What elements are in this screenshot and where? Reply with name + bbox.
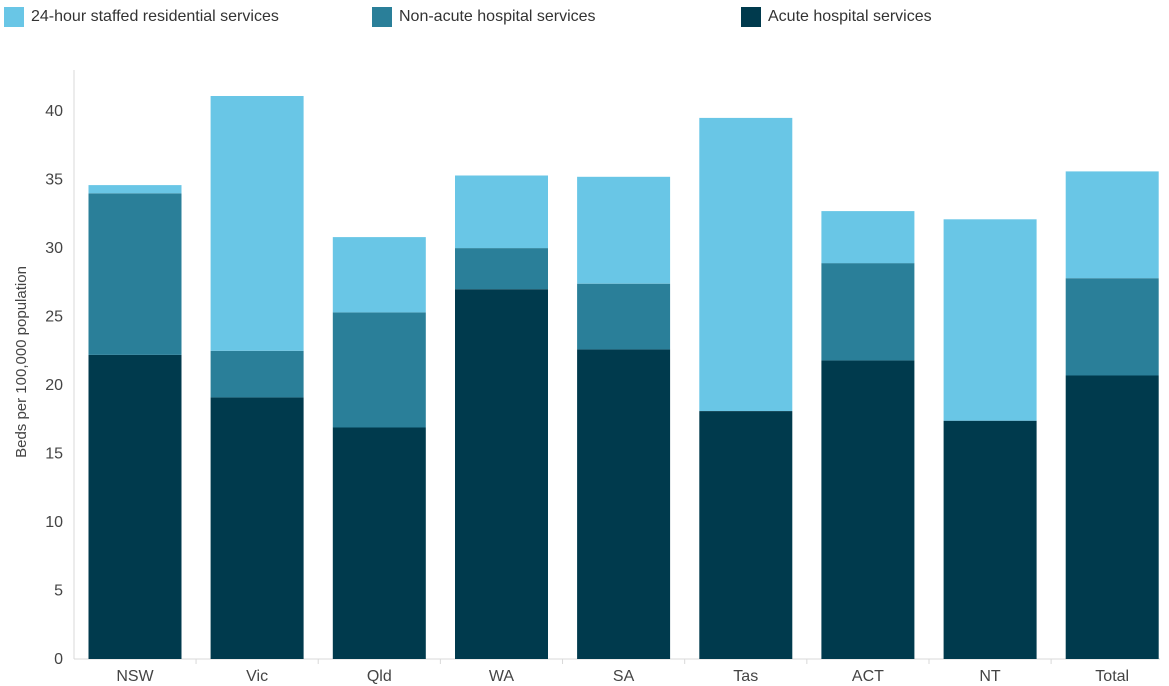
y-tick-label: 40 [45,103,63,120]
y-axis-label: Beds per 100,000 population [13,266,30,458]
legend-item-residential: 24-hour staffed residential services [4,6,279,28]
x-tick-label: NT [979,668,1001,685]
y-tick-label: 25 [45,309,63,326]
x-tick-label: Total [1095,668,1129,685]
bar-segment [210,350,304,398]
legend-label-acute: Acute hospital services [768,8,932,25]
y-tick-label: 15 [45,446,63,463]
legend-item-non-acute: Non-acute hospital services [372,6,596,28]
y-tick-label: 30 [45,240,63,257]
bar-segment [943,420,1037,659]
plot-area: 0 5 10 15 20 25 30 35 40 NSW Vic Qld WA SA Tas ACT NT Tot… [45,70,1160,685]
legend-swatch-acute [741,7,761,27]
bar-segment [943,219,1037,421]
x-tick-label: SA [613,668,635,685]
bar-segment [88,193,182,355]
bar-segment [577,349,671,659]
x-tick-label: Qld [367,668,392,685]
x-tick-label: NSW [116,668,154,685]
bar-segment [455,175,548,249]
y-tick-label: 5 [54,583,63,600]
bar-segment [88,354,182,659]
legend-label-residential: 24-hour staffed residential services [31,8,279,25]
bar-segment [210,397,304,659]
bar-segment [577,176,671,284]
x-tick-label: WA [489,668,515,685]
y-tick-label: 20 [45,377,63,394]
legend-label-non-acute: Non-acute hospital services [399,8,596,25]
legend-swatch-residential [4,7,24,27]
bar-segment [332,312,426,428]
bar-segment [821,263,915,361]
bar-segment [1065,375,1159,659]
x-tick-label: Tas [733,668,758,685]
bar-segment [210,96,304,351]
bar-segment [88,185,182,194]
bar-segment [1065,171,1159,279]
bar-segment [577,283,671,350]
legend-item-acute: Acute hospital services [741,6,932,28]
y-tick-label: 0 [54,651,63,668]
bar-segment [821,211,915,264]
bar-segment [1065,278,1159,376]
bar-segment [332,237,426,313]
y-tick-label: 35 [45,172,63,189]
bar-segment [821,360,915,659]
y-tick-label: 10 [45,514,63,531]
x-tick-label: ACT [852,668,884,685]
legend-swatch-non-acute [372,7,392,27]
bar-segment [455,289,548,659]
legend: 24-hour staffed residential services Non… [4,6,1164,28]
x-tick-label: Vic [246,668,268,685]
bar-segment [332,427,426,659]
bar-segment [699,411,793,659]
bar-segment [455,248,548,290]
bar-segment [699,117,793,412]
